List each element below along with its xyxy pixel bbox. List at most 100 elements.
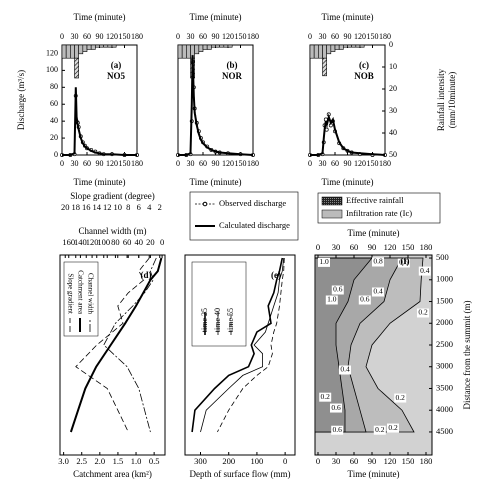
x-tick-label: 150 xyxy=(367,32,379,41)
rain-bar xyxy=(309,44,315,59)
y-tick-label: 3500 xyxy=(436,382,453,392)
x-tick-label: 8 xyxy=(126,202,130,212)
x-tick-label: 160 xyxy=(62,237,75,247)
x-axis-label: Time (minute) xyxy=(348,469,400,479)
rain-bar xyxy=(318,44,323,59)
x-tick-label: 0 xyxy=(176,32,180,41)
x-axis-label: Time (minute) xyxy=(74,177,126,187)
rain-bar xyxy=(206,44,212,50)
x-tick-label: 30 xyxy=(187,32,195,41)
rain-bar xyxy=(343,44,348,48)
x-tick-label: 2 xyxy=(158,202,162,212)
contour-label-bg xyxy=(319,392,332,402)
x-tick-label: 0 xyxy=(60,32,64,41)
rain-bar xyxy=(86,44,92,50)
contour-label-bg xyxy=(397,258,410,268)
depth-line xyxy=(200,257,285,433)
rain-bar xyxy=(78,44,84,55)
rain-bar xyxy=(74,57,79,79)
contour-label: 0.2 xyxy=(375,425,385,434)
rain-bar xyxy=(355,44,361,48)
x-tick-label: 1.0 xyxy=(131,456,142,466)
rain-bar xyxy=(338,44,344,50)
y-tick-label: 80 xyxy=(50,82,58,91)
x-tick-label: 60 xyxy=(83,32,91,41)
contour-label: 0.2 xyxy=(418,308,428,317)
x-tick-label: 60 xyxy=(350,242,359,252)
x-tick-label: 40 xyxy=(135,237,144,247)
rain-bar xyxy=(313,44,319,59)
y-tick-label: 4000 xyxy=(436,404,453,414)
plot-frame xyxy=(309,44,386,156)
legend-label: Slope gradient xyxy=(66,273,74,314)
x-tick-label: 180 xyxy=(379,32,391,41)
y2-tick-label: 50 xyxy=(389,150,397,159)
x-tick-label: 0 xyxy=(316,456,320,466)
x-tick-label: 3.0 xyxy=(58,456,69,466)
contour-label: 1.0 xyxy=(327,295,337,304)
x-tick-label: 300 xyxy=(194,456,207,466)
x-tick-label: 120 xyxy=(354,32,366,41)
x-tick-label: 180 xyxy=(131,32,143,41)
legend-label: time 40 xyxy=(213,308,222,332)
site-label: NO5 xyxy=(107,71,126,81)
contour-label-bg xyxy=(358,295,371,305)
x-tick-label: 2.5 xyxy=(76,456,87,466)
x-tick-label: 150 xyxy=(367,159,379,168)
x-axis-label: Time (minute) xyxy=(190,177,242,187)
y-axis-label: Discharge (m³/s) xyxy=(16,70,26,130)
x-axis-label: Depth of surface flow (mm) xyxy=(190,469,291,479)
y-tick-label: 500 xyxy=(436,252,449,262)
rain-bar xyxy=(322,57,327,77)
y-tick-label: 100 xyxy=(46,65,58,74)
contour-label: 0.4 xyxy=(373,287,383,296)
rain-bar xyxy=(215,44,220,48)
x-tick-label: 4 xyxy=(147,202,152,212)
x-axis-label: Catchment area (km²) xyxy=(73,469,152,479)
x-axis-label: Time (minute) xyxy=(322,12,374,22)
x-tick-label: 120 xyxy=(384,242,397,252)
legend-box xyxy=(63,261,99,337)
rain-bar xyxy=(65,44,71,59)
y-tick-label: 1000 xyxy=(436,274,453,284)
rain-bar xyxy=(194,44,200,55)
x-tick-label: 120 xyxy=(384,456,397,466)
profile-line xyxy=(103,257,157,433)
x-axis-label: Time (minute) xyxy=(190,12,242,22)
x-tick-label: 140 xyxy=(74,237,87,247)
contour-label: 0.6 xyxy=(360,295,370,304)
contour-label: 0.2 xyxy=(396,393,406,402)
rain-bar xyxy=(198,44,204,52)
panel-label: (a) xyxy=(111,60,122,70)
x-tick-label: 18 xyxy=(72,202,81,212)
contour-label: 0.6 xyxy=(333,285,343,294)
x-tick-label: 150 xyxy=(402,456,415,466)
x-tick-label: 120 xyxy=(86,237,99,247)
y2-tick-label: 30 xyxy=(389,106,397,115)
x-tick-label: 2.0 xyxy=(95,456,106,466)
rain-bar xyxy=(90,44,96,50)
y-tick-label: 120 xyxy=(46,48,58,57)
rain-bar xyxy=(219,44,225,48)
x-tick-label: 120 xyxy=(222,32,234,41)
calculated-line xyxy=(310,113,386,156)
y-tick-label: 2500 xyxy=(436,339,453,349)
x-tick-label: 150 xyxy=(235,159,247,168)
x-tick-label: 120 xyxy=(222,159,234,168)
legend-swatch xyxy=(202,201,208,207)
x-tick-label: 0 xyxy=(283,456,287,466)
legend-label: Calculated discharge xyxy=(219,220,290,230)
x-axis-label: Time (minute) xyxy=(74,12,126,22)
legend-swatch xyxy=(321,196,343,206)
contour-label-bg xyxy=(331,425,344,435)
x-tick-label: 20 xyxy=(61,202,70,212)
contour-label-bg xyxy=(330,403,342,413)
x-tick-label: 20 xyxy=(146,237,155,247)
profile-line xyxy=(75,257,150,433)
contour-label: 0.6 xyxy=(333,425,343,434)
contour-label-bg xyxy=(339,365,351,375)
x-tick-label: 150 xyxy=(402,242,415,252)
x-tick-label: 30 xyxy=(332,456,341,466)
rain-bar xyxy=(61,44,67,59)
